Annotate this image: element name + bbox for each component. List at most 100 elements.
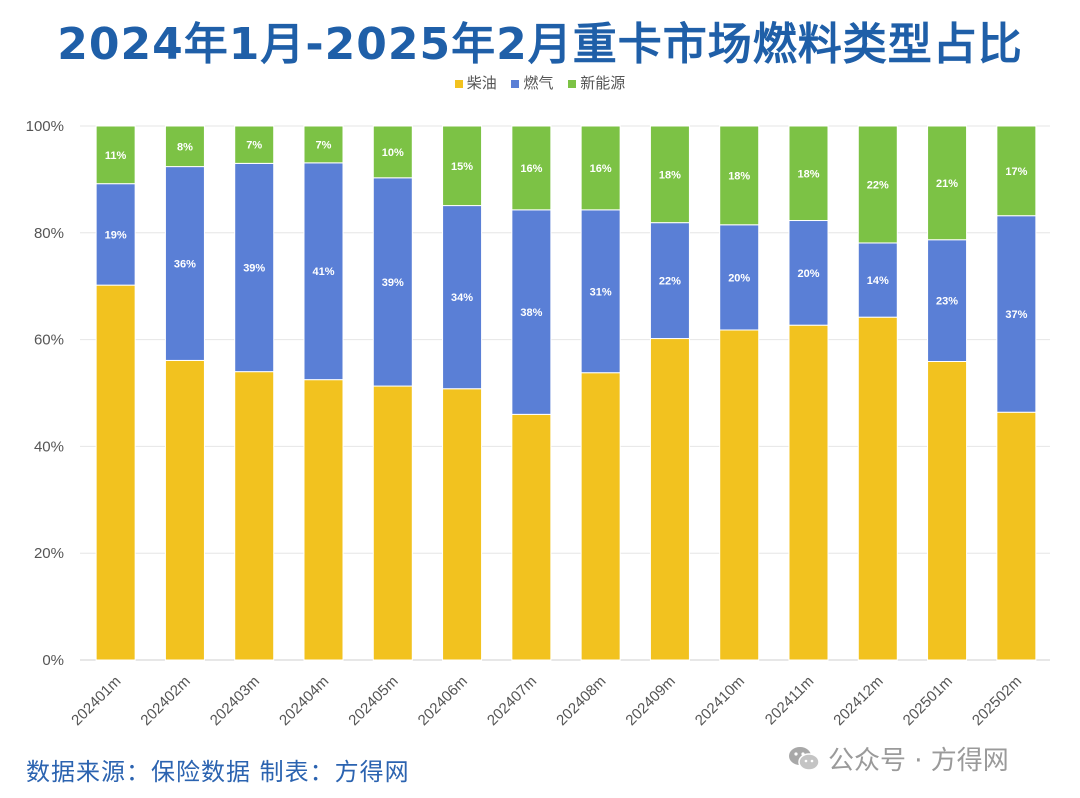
bar-segment[interactable] bbox=[303, 379, 344, 661]
bar-segment[interactable] bbox=[580, 372, 621, 661]
y-tick-label: 40% bbox=[34, 438, 64, 455]
x-tick-label: 202412m bbox=[830, 673, 886, 729]
data-label: 17% bbox=[1005, 166, 1027, 178]
x-tick-label: 202408m bbox=[553, 673, 609, 729]
bar-segment[interactable] bbox=[372, 125, 413, 179]
bar-segment[interactable] bbox=[719, 224, 760, 331]
bar-segment[interactable] bbox=[927, 360, 968, 661]
bar-segment[interactable] bbox=[95, 125, 136, 185]
data-label: 36% bbox=[174, 259, 196, 271]
bar-segment[interactable] bbox=[857, 316, 898, 661]
data-label: 31% bbox=[590, 286, 612, 298]
bar-segment[interactable] bbox=[511, 209, 552, 415]
x-tick-label: 202403m bbox=[207, 673, 263, 729]
data-label: 15% bbox=[451, 161, 473, 173]
data-label: 37% bbox=[1005, 309, 1027, 321]
bar-segment[interactable] bbox=[234, 371, 275, 661]
legend-swatch-diesel bbox=[454, 79, 463, 88]
data-label: 7% bbox=[246, 140, 262, 152]
x-tick-label: 202502m bbox=[969, 673, 1025, 729]
x-tick-label: 202405m bbox=[345, 673, 401, 729]
bar-segment[interactable] bbox=[996, 411, 1037, 661]
x-tick-label: 202407m bbox=[484, 673, 540, 729]
y-tick-label: 0% bbox=[42, 652, 64, 669]
data-label: 18% bbox=[659, 169, 681, 181]
wechat-icon bbox=[789, 746, 820, 771]
bar-segment[interactable] bbox=[580, 125, 621, 211]
bar-segment[interactable] bbox=[580, 209, 621, 374]
bar-segment[interactable] bbox=[788, 125, 829, 222]
watermark-text: 公众号 · 方得网 bbox=[828, 746, 1009, 776]
data-label: 18% bbox=[797, 168, 819, 180]
bar-segment[interactable] bbox=[927, 125, 968, 241]
x-tick-label: 202501m bbox=[900, 673, 956, 729]
x-tick-label: 202410m bbox=[692, 673, 748, 729]
bar-segment[interactable] bbox=[927, 239, 968, 362]
bar-segment[interactable] bbox=[996, 125, 1037, 217]
data-label: 34% bbox=[451, 292, 473, 304]
bar-segment[interactable] bbox=[164, 125, 205, 168]
bar-segment[interactable] bbox=[511, 413, 552, 661]
y-tick-label: 20% bbox=[34, 545, 64, 562]
data-label: 7% bbox=[316, 139, 332, 151]
legend-label-new-energy: 新能源 bbox=[580, 74, 626, 92]
data-label: 39% bbox=[382, 277, 404, 289]
bar-segment[interactable] bbox=[649, 125, 690, 224]
y-tick-label: 60% bbox=[34, 332, 64, 349]
bar-segment[interactable] bbox=[857, 242, 898, 318]
y-tick-label: 100% bbox=[26, 118, 64, 135]
bar-segment[interactable] bbox=[442, 125, 483, 207]
data-label: 8% bbox=[177, 141, 193, 153]
data-label: 21% bbox=[936, 178, 958, 190]
legend-item-diesel[interactable]: 柴油 bbox=[454, 72, 497, 93]
data-label: 41% bbox=[312, 266, 334, 278]
data-label: 20% bbox=[728, 272, 750, 284]
legend-item-gas[interactable]: 燃气 bbox=[511, 72, 554, 93]
bar-segment[interactable] bbox=[234, 162, 275, 373]
y-tick-label: 80% bbox=[34, 225, 64, 242]
legend-label-gas: 燃气 bbox=[523, 74, 554, 92]
bar-segment[interactable] bbox=[164, 166, 205, 361]
x-tick-label: 202406m bbox=[415, 673, 471, 729]
legend-swatch-new-energy bbox=[568, 79, 577, 88]
bar-segment[interactable] bbox=[788, 324, 829, 661]
data-label: 22% bbox=[659, 276, 681, 288]
bar-segment[interactable] bbox=[511, 125, 552, 211]
data-label: 23% bbox=[936, 296, 958, 308]
x-tick-label: 202411m bbox=[762, 673, 817, 728]
bar-segment[interactable] bbox=[442, 205, 483, 390]
legend-label-diesel: 柴油 bbox=[466, 74, 497, 92]
bar-segment[interactable] bbox=[372, 177, 413, 387]
chart-legend: 柴油 燃气 新能源 bbox=[0, 72, 1080, 93]
bar-segment[interactable] bbox=[719, 125, 760, 226]
bar-segment[interactable] bbox=[857, 125, 898, 244]
data-label: 16% bbox=[520, 163, 542, 175]
bar-segment[interactable] bbox=[234, 125, 275, 164]
bar-segment[interactable] bbox=[95, 183, 136, 286]
x-tick-label: 202401m bbox=[68, 673, 124, 729]
legend-item-new-energy[interactable]: 新能源 bbox=[568, 72, 625, 93]
chart-title: 2024年1月-2025年2月重卡市场燃料类型占比 bbox=[57, 19, 1023, 70]
data-label: 18% bbox=[728, 170, 750, 182]
bar-segment[interactable] bbox=[442, 388, 483, 661]
watermark: 公众号 · 方得网 bbox=[788, 740, 1009, 777]
data-label: 10% bbox=[382, 147, 404, 159]
bar-segment[interactable] bbox=[788, 220, 829, 326]
data-label: 11% bbox=[105, 150, 127, 162]
bar-segment[interactable] bbox=[649, 338, 690, 661]
data-label: 19% bbox=[105, 229, 127, 241]
data-label: 16% bbox=[590, 163, 612, 175]
data-label: 22% bbox=[867, 179, 889, 191]
bar-segment[interactable] bbox=[303, 125, 344, 164]
data-label: 20% bbox=[797, 268, 819, 280]
bar-segment[interactable] bbox=[719, 329, 760, 661]
bar-segment[interactable] bbox=[372, 385, 413, 661]
bar-segment[interactable] bbox=[649, 222, 690, 340]
data-label: 39% bbox=[243, 263, 265, 275]
data-source-note: 数据来源：保险数据 制表：方得网 bbox=[26, 758, 410, 786]
x-tick-label: 202404m bbox=[276, 673, 332, 729]
x-tick-label: 202409m bbox=[622, 673, 678, 729]
bar-segment[interactable] bbox=[164, 359, 205, 661]
data-label: 14% bbox=[867, 275, 889, 287]
bar-segment[interactable] bbox=[95, 284, 136, 661]
